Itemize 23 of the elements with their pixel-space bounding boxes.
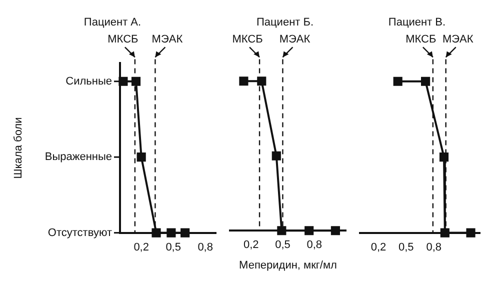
x-tick-label: 0,8 xyxy=(198,241,213,254)
chart-title: Пациент Б. xyxy=(256,16,314,29)
x-tick-label: 0,2 xyxy=(134,241,149,254)
text: Отсутствуют xyxy=(48,226,112,239)
ref-line-label: МКСБ xyxy=(406,34,436,46)
x-tick-label: 0,5 xyxy=(275,239,290,252)
y-axis-title: Шкала боли xyxy=(12,117,25,179)
x-tick-label: 0,5 xyxy=(398,241,414,254)
x-tick-label: 0,8 xyxy=(306,239,322,252)
x-axis-title: Меперидин, мкг/мл xyxy=(239,259,337,272)
ref-line-label: МЭАК xyxy=(279,34,311,46)
ref-line-label: МЭАК xyxy=(442,34,474,46)
text: Выраженные xyxy=(44,151,112,164)
text: Сильные xyxy=(66,75,112,88)
x-tick-label: 0,5 xyxy=(166,241,181,254)
x-tick-label: 0,2 xyxy=(243,239,259,252)
x-tick-label: 0,8 xyxy=(426,241,442,254)
chart-title: Пациент А. xyxy=(84,16,142,29)
ref-line-label: МЭАК xyxy=(152,34,184,46)
chart-title: Пациент В. xyxy=(388,16,446,29)
x-tick-label: 0,2 xyxy=(370,241,386,254)
ref-line-label: МКСБ xyxy=(232,34,263,46)
ref-line-label: МКСБ xyxy=(108,34,138,46)
